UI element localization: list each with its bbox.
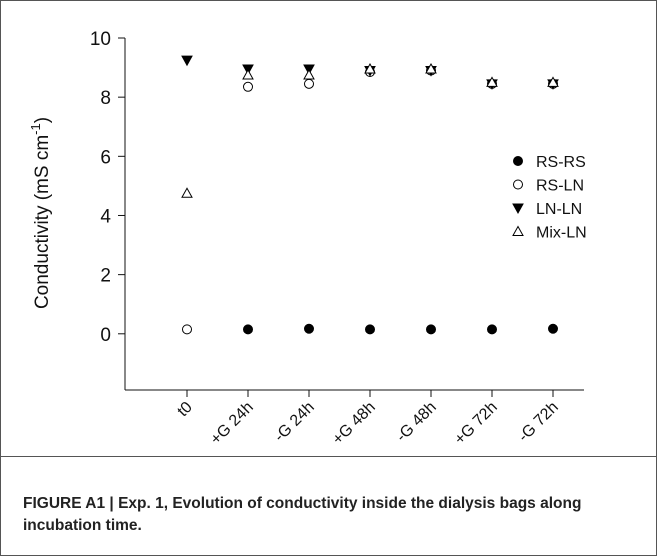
point: [303, 68, 315, 80]
y-tick-label: 2: [100, 266, 111, 287]
y-label-main: Conductivity (mS cm: [32, 135, 53, 309]
x-tick-label: +G 48h: [329, 399, 378, 448]
legend-label: RS-LN: [536, 178, 584, 195]
point: [181, 55, 193, 67]
y-tick-label: 6: [100, 147, 111, 168]
legend-marker: [512, 203, 524, 215]
point: [547, 76, 559, 87]
chart: Conductivity (mS cm-1) 0 2 4 6 8 10 t0 +G 24h -G…: [28, 29, 587, 448]
point: [181, 187, 193, 198]
y-label-end: ): [32, 117, 53, 123]
legend-label: LN-LN: [536, 201, 582, 218]
y-axis-label: Conductivity (mS cm-1): [28, 117, 53, 309]
point: [487, 324, 497, 335]
point: [242, 68, 254, 80]
point: [243, 324, 253, 335]
legend-marker: [512, 225, 524, 236]
x-tick-label: -G 72h: [515, 399, 562, 446]
x-tick-label: -G 48h: [393, 399, 440, 446]
point: [365, 324, 375, 335]
point: [182, 324, 192, 335]
legend-label: Mix-LN: [536, 225, 587, 242]
point: [486, 76, 498, 87]
x-tick-label: +G 24h: [207, 399, 256, 448]
legend-marker: [513, 179, 523, 190]
x-tick-label: -G 24h: [271, 399, 318, 446]
point: [426, 324, 436, 335]
point: [364, 63, 376, 74]
x-tick-label: +G 72h: [451, 399, 500, 448]
legend-marker: [513, 156, 523, 166]
y-tick-label: 10: [90, 29, 111, 50]
y-tick-label: 8: [100, 88, 111, 109]
separator: [1, 456, 656, 457]
point: [304, 78, 314, 89]
point: [304, 323, 314, 334]
y-tick-label: 0: [100, 325, 111, 346]
caption: FIGURE A1 | Exp. 1, Evolution of conduct…: [23, 493, 643, 537]
y-tick-label: 4: [100, 206, 111, 227]
point: [425, 63, 437, 74]
point: [243, 81, 253, 92]
point: [548, 323, 558, 334]
caption-text: Exp. 1, Evolution of conductivity inside…: [23, 495, 582, 534]
legend-label: RS-RS: [536, 154, 586, 171]
caption-label: FIGURE A1 |: [23, 495, 119, 512]
x-tick-label: t0: [174, 399, 196, 421]
y-label-sup: -1: [28, 123, 43, 135]
